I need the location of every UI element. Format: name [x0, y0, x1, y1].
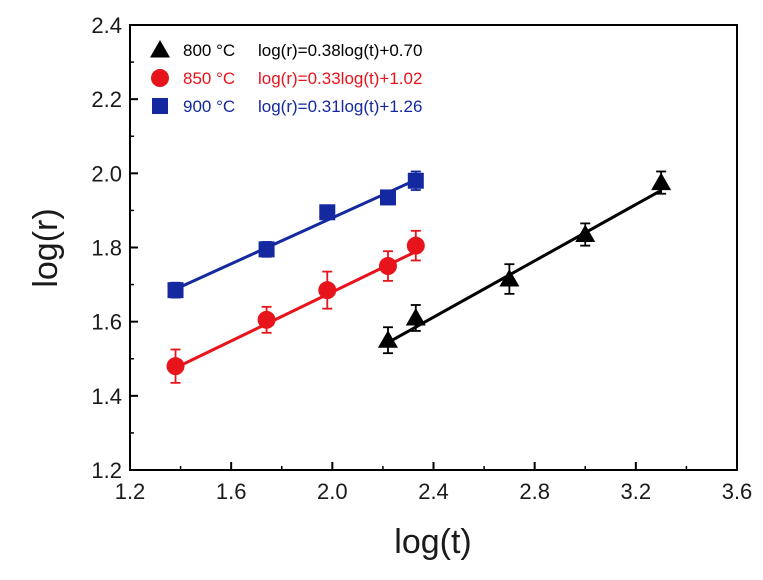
series-layer [166, 170, 672, 384]
square-marker [379, 189, 396, 206]
plot-frame [129, 24, 738, 471]
series-triangle [377, 170, 672, 355]
x-tick-label: 1.6 [216, 479, 247, 504]
circle-marker [406, 236, 425, 255]
fit-line [174, 178, 417, 291]
y-tick-label: 2.4 [91, 13, 122, 38]
x-axis: 1.2 1.6 2.0 2.4 2.8 3.2 3.6 [115, 462, 753, 504]
circle-marker [318, 281, 337, 300]
y-axis: 1.2 1.4 1.6 1.8 2.0 2.2 2.4 [91, 13, 138, 483]
legend-equation: log(r)=0.33log(t)+1.02 [258, 69, 422, 88]
y-tick-label: 1.2 [91, 458, 122, 483]
legend-label: 800 °C [183, 41, 235, 60]
series-square [167, 170, 424, 299]
x-axis-title: log(t) [394, 523, 471, 561]
legend-label: 900 °C [183, 97, 235, 116]
y-tick-label: 2.2 [91, 87, 122, 112]
y-tick-label: 1.6 [91, 310, 122, 335]
circle-marker [166, 357, 185, 376]
legend-equation: log(r)=0.38log(t)+0.70 [258, 41, 422, 60]
series-circle [166, 229, 425, 384]
x-tick-label: 3.6 [722, 479, 753, 504]
square-marker [319, 204, 336, 221]
triangle-marker [499, 269, 520, 287]
triangle-marker [405, 307, 426, 326]
circle-marker [378, 257, 397, 276]
x-tick-label: 2.4 [418, 479, 449, 504]
x-tick-label: 2.0 [317, 479, 348, 504]
triangle-marker [377, 330, 398, 348]
square-marker [152, 98, 168, 114]
square-marker [258, 241, 275, 258]
x-tick-label: 2.8 [519, 479, 550, 504]
square-marker [167, 282, 184, 299]
y-tick-label: 1.4 [91, 384, 122, 409]
fit-line [174, 250, 417, 370]
circle-marker [257, 310, 276, 329]
triangle-marker [150, 40, 170, 58]
legend-label: 850 °C [183, 69, 235, 88]
y-axis-title: log(r) [27, 208, 65, 287]
triangle-marker [651, 172, 672, 191]
triangle-marker [575, 224, 596, 243]
y-tick-label: 2.0 [91, 161, 122, 186]
legend: 800 °C log(r)=0.38log(t)+0.70 850 °C log(r)… [150, 40, 422, 116]
fit-line [387, 189, 662, 344]
x-tick-label: 3.2 [621, 479, 652, 504]
circle-marker [151, 69, 169, 87]
legend-equation: log(r)=0.31log(t)+1.26 [258, 97, 422, 116]
x-tick-label: 1.2 [115, 479, 146, 504]
y-tick-label: 1.8 [91, 236, 122, 261]
square-marker [407, 172, 424, 189]
